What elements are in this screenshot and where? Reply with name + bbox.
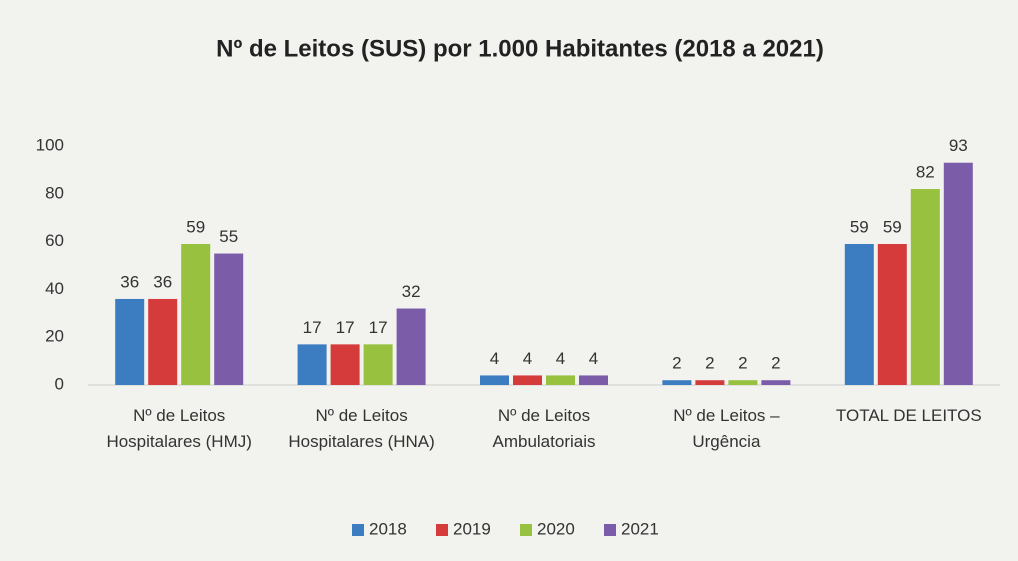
data-label: 36 — [153, 272, 172, 291]
bar — [761, 380, 791, 385]
bar — [877, 243, 907, 385]
legend-label: 2020 — [537, 519, 575, 538]
x-tick-label: Nº de Leitos Hospitalares (HNA) — [288, 406, 435, 451]
data-label: 17 — [336, 318, 355, 337]
bar — [910, 189, 940, 385]
data-label: 55 — [219, 227, 238, 246]
y-tick-label: 60 — [45, 231, 64, 250]
data-label: 59 — [186, 217, 205, 236]
data-label: 2 — [705, 354, 714, 373]
bar — [480, 375, 509, 385]
legend-swatch — [352, 524, 364, 536]
data-label: 2 — [738, 354, 747, 373]
bar — [115, 298, 145, 385]
data-label: 17 — [369, 318, 388, 337]
y-tick-label: 100 — [36, 135, 64, 154]
bar — [181, 243, 211, 385]
bar — [297, 344, 327, 385]
y-tick-label: 0 — [55, 374, 64, 393]
data-label: 2 — [672, 354, 681, 373]
data-label: 36 — [120, 272, 139, 291]
x-tick-label: Nº de Leitos Hospitalares (HMJ) — [106, 406, 252, 451]
legend-label: 2018 — [369, 519, 407, 538]
legend-swatch — [520, 524, 532, 536]
x-tick-label: Nº de Leitos Ambulatoriais — [492, 406, 596, 451]
bar — [148, 298, 178, 385]
data-label: 59 — [883, 217, 902, 236]
legend-label: 2019 — [453, 519, 491, 538]
legend-swatch — [436, 524, 448, 536]
bar — [396, 308, 426, 385]
bar — [513, 375, 542, 385]
x-tick-label: Nº de Leitos – Urgência — [673, 406, 780, 451]
chart-title: Nº de Leitos (SUS) por 1.000 Habitantes … — [216, 35, 824, 62]
legend-label: 2021 — [621, 519, 659, 538]
bar — [662, 380, 692, 385]
data-label: 4 — [523, 349, 532, 368]
data-label: 4 — [556, 349, 565, 368]
y-tick-label: 40 — [45, 279, 64, 298]
bar — [943, 162, 973, 385]
data-label: 4 — [490, 349, 499, 368]
x-tick-label: TOTAL DE LEITOS — [835, 406, 982, 425]
y-tick-label: 20 — [45, 327, 64, 346]
data-label: 82 — [916, 163, 935, 182]
bar — [330, 344, 360, 385]
legend-swatch — [604, 524, 616, 536]
bar — [579, 375, 608, 385]
data-label: 59 — [850, 217, 869, 236]
bar — [363, 344, 393, 385]
data-label: 2 — [771, 354, 780, 373]
bar — [546, 375, 575, 385]
bar — [695, 380, 725, 385]
bar — [214, 253, 244, 385]
y-tick-label: 80 — [45, 183, 64, 202]
bar — [844, 243, 874, 385]
bar — [728, 380, 758, 385]
data-label: 93 — [949, 136, 968, 155]
data-label: 17 — [303, 318, 322, 337]
data-label: 4 — [589, 349, 598, 368]
data-label: 32 — [402, 282, 421, 301]
